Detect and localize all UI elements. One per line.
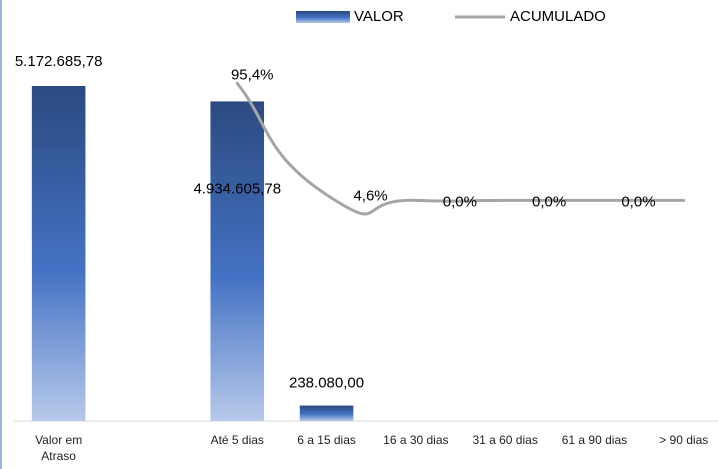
bar [31,85,86,421]
x-tick-label: 31 a 60 dias [472,433,538,447]
legend-label: ACUMULADO [510,8,606,25]
legend-label: VALOR [354,8,404,25]
x-tick-label: Até 5 dias [210,433,264,447]
x-tick-label: 61 a 90 dias [561,433,628,447]
bar [299,405,354,421]
data-label: 4.934.605,78 [193,180,281,197]
data-label: 95,4% [231,66,274,83]
bar [210,101,265,421]
line [235,81,686,216]
x-tick-label: Valor em Atraso [35,433,83,463]
data-label: 0,0% [532,193,566,210]
x-tick-label: 6 a 15 dias [297,433,356,447]
data-label: 5.172.685,78 [15,53,103,70]
legend-swatch [296,11,350,23]
x-tick-label: > 90 dias [659,433,709,447]
data-label: 0,0% [621,193,655,210]
data-label: 0,0% [443,193,477,210]
data-label: 238.080,00 [289,375,364,392]
data-label: 4,6% [353,188,387,205]
x-tick-label: 16 a 30 dias [383,433,449,447]
